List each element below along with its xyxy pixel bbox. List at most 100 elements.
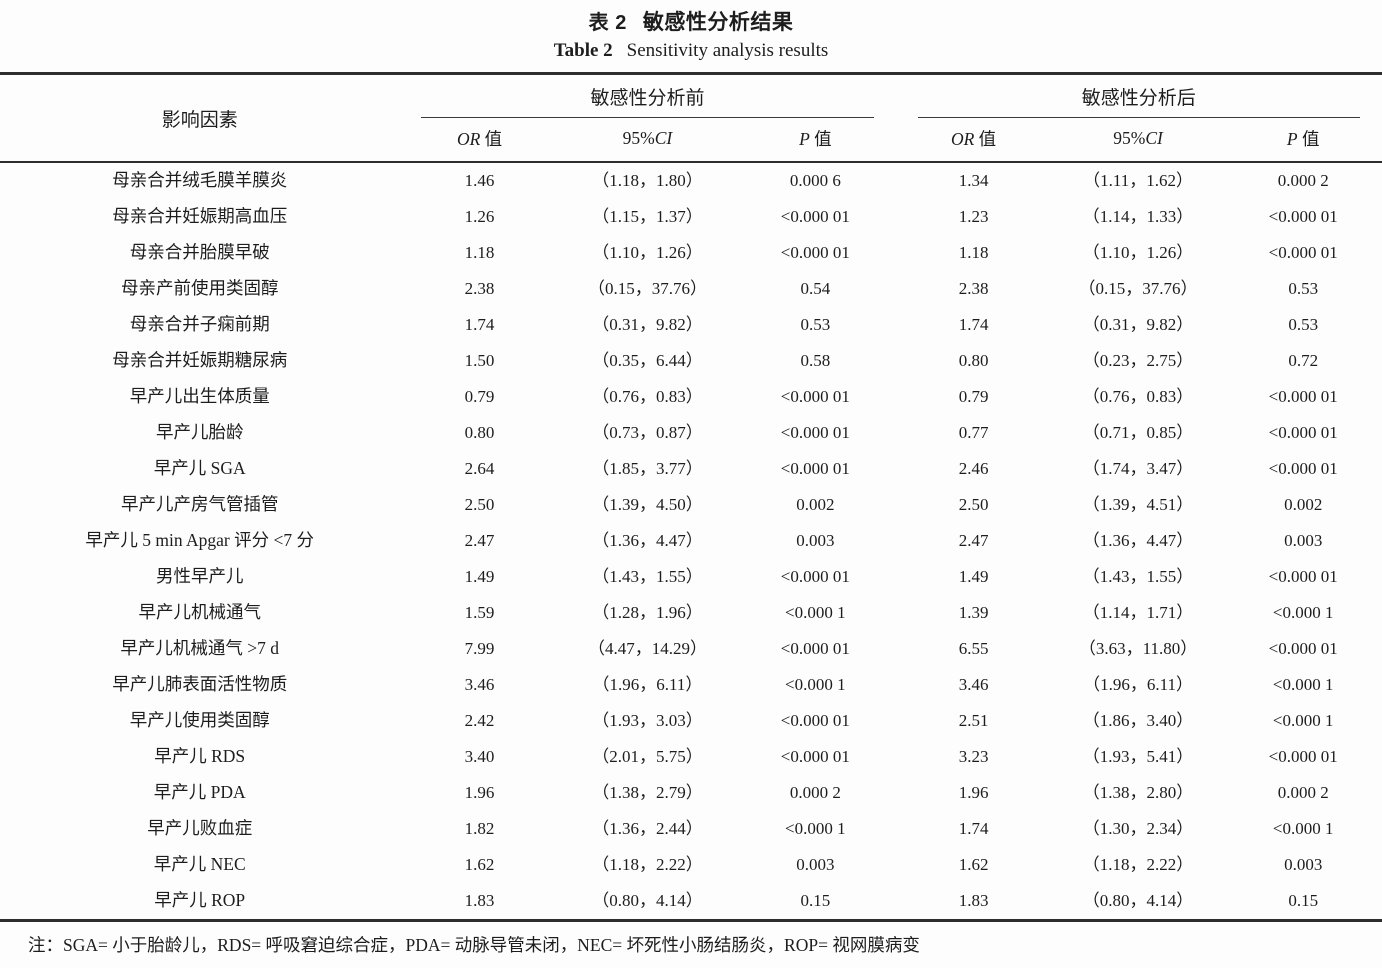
cell-factor: 早产儿 NEC <box>153 854 246 874</box>
cell-factor: 早产儿 SGA <box>153 458 246 478</box>
cell-or-after: 1.74 <box>958 315 989 334</box>
col-header-p-after: P 值 <box>1224 118 1382 163</box>
cell-p-after: 0.003 <box>1284 855 1323 874</box>
ci-symbol: CI <box>1145 128 1163 148</box>
cell-or-after: 1.34 <box>958 171 989 190</box>
cell-ci-after: （1.86，3.40） <box>1082 711 1194 730</box>
table-row: 早产儿 PDA 1.96 （1.38，2.79） 0.000 2 1.96 （1… <box>0 775 1382 811</box>
table-row: 母亲合并子痫前期 1.74 （0.31，9.82） 0.53 1.74 （0.3… <box>0 307 1382 343</box>
cell-or-before: 1.82 <box>464 819 495 838</box>
table-row: 男性早产儿 1.49 （1.43，1.55） <0.000 01 1.49 （1… <box>0 559 1382 595</box>
cell-ci-before: （1.93，3.03） <box>592 711 703 730</box>
table-title-zh-text: 敏感性分析结果 <box>642 10 794 34</box>
cell-p-after: <0.000 01 <box>1268 459 1338 478</box>
cell-ci-before: （0.15，37.76） <box>587 279 707 298</box>
cell-p-before: 0.58 <box>800 351 831 370</box>
cell-ci-after: （1.30，2.34） <box>1082 819 1194 838</box>
cell-factor: 母亲合并胎膜早破 <box>129 242 270 262</box>
table-title-en: Table 2 Sensitivity analysis results <box>0 37 1382 64</box>
cell-ci-after: （1.96，6.11） <box>1083 675 1193 694</box>
cell-p-before: <0.000 01 <box>780 747 850 766</box>
cell-factor: 早产儿 PDA <box>153 782 246 802</box>
table-row: 早产儿 NEC 1.62 （1.18，2.22） 0.003 1.62 （1.1… <box>0 847 1382 883</box>
cell-ci-before: （1.39，4.50） <box>592 495 703 514</box>
cell-p-before: <0.000 01 <box>780 243 850 262</box>
cell-p-after: <0.000 1 <box>1272 819 1334 838</box>
sensitivity-analysis-table: 影响因素 敏感性分析前 敏感性分析后 OR 值 95%CI P 值 OR 值 9… <box>0 72 1382 922</box>
cell-p-before: 0.003 <box>796 531 835 550</box>
cell-or-after: 1.74 <box>958 819 989 838</box>
cell-factor: 早产儿出生体质量 <box>129 386 270 406</box>
cell-factor: 早产儿 5 min Apgar 评分 <7 分 <box>85 530 315 550</box>
cell-ci-before: （0.76，0.83） <box>592 387 703 406</box>
table-row: 母亲合并胎膜早破 1.18 （1.10，1.26） <0.000 01 1.18… <box>0 235 1382 271</box>
table-row: 早产儿 SGA 2.64 （1.85，3.77） <0.000 01 2.46 … <box>0 451 1382 487</box>
cell-or-before: 2.50 <box>464 495 495 514</box>
cell-p-before: <0.000 01 <box>780 567 850 586</box>
cell-p-after: 0.53 <box>1288 315 1319 334</box>
p-symbol: P <box>1286 129 1298 149</box>
cell-or-before: 0.79 <box>464 387 495 406</box>
table-row: 早产儿败血症 1.82 （1.36，2.44） <0.000 1 1.74 （1… <box>0 811 1382 847</box>
col-header-ci-before: 95%CI <box>559 118 736 163</box>
cell-factor: 早产儿 RDS <box>154 746 246 766</box>
cell-ci-after: （1.14，1.71） <box>1082 603 1194 622</box>
table-row: 早产儿 ROP 1.83 （0.80，4.14） 0.15 1.83 （0.80… <box>0 883 1382 921</box>
cell-or-before: 1.18 <box>464 243 495 262</box>
cell-ci-after: （0.80，4.14） <box>1082 891 1194 910</box>
header-sub-row: OR 值 95%CI P 值 OR 值 95%CI P 值 <box>0 118 1382 163</box>
or-symbol: OR <box>950 129 975 149</box>
cell-ci-after: （0.76，0.83） <box>1082 387 1194 406</box>
cell-ci-after: （1.11，1.62） <box>1083 171 1193 190</box>
cell-or-after: 2.50 <box>958 495 989 514</box>
header-group-row: 影响因素 敏感性分析前 敏感性分析后 <box>0 73 1382 163</box>
cell-p-before: 0.53 <box>800 315 831 334</box>
cell-or-after: 1.83 <box>958 891 989 910</box>
cell-factor: 早产儿机械通气 >7 d <box>120 638 280 658</box>
col-group-after-label: 敏感性分析后 <box>917 75 1360 118</box>
table-row: 早产儿胎龄 0.80 （0.73，0.87） <0.000 01 0.77 （0… <box>0 415 1382 451</box>
cell-factor: 母亲合并妊娠期高血压 <box>112 206 288 226</box>
cell-p-after: 0.003 <box>1284 531 1323 550</box>
cell-or-before: 1.83 <box>464 891 495 910</box>
ci-symbol: CI <box>654 128 673 148</box>
table-title-zh: 表 2 敏感性分析结果 <box>0 8 1382 37</box>
cell-or-before: 3.40 <box>464 747 495 766</box>
cell-or-before: 2.42 <box>464 711 495 730</box>
table-number-zh: 表 2 <box>588 12 627 34</box>
cell-p-before: <0.000 1 <box>785 603 846 622</box>
cell-or-before: 2.38 <box>464 279 495 298</box>
cell-p-after: <0.000 01 <box>1268 243 1338 262</box>
cell-p-after: <0.000 1 <box>1272 675 1334 694</box>
cell-or-before: 3.46 <box>464 675 495 694</box>
cell-ci-before: （1.36，4.47） <box>592 531 703 550</box>
cell-ci-after: （1.39，4.51） <box>1082 495 1194 514</box>
cell-ci-before: （4.47，14.29） <box>587 639 707 658</box>
cell-p-after: <0.000 01 <box>1268 423 1338 442</box>
cell-or-after: 3.23 <box>958 747 989 766</box>
col-header-p-before: P 值 <box>735 118 896 163</box>
cell-p-after: <0.000 01 <box>1268 639 1338 658</box>
cell-ci-before: （1.10，1.26） <box>592 243 703 262</box>
cell-p-before: 0.15 <box>800 891 831 910</box>
table-row: 早产儿使用类固醇 2.42 （1.93，3.03） <0.000 01 2.51… <box>0 703 1382 739</box>
cell-or-after: 1.96 <box>958 783 989 802</box>
cell-or-after: 1.23 <box>958 207 989 226</box>
cell-or-after: 2.47 <box>958 531 989 550</box>
table-row: 早产儿出生体质量 0.79 （0.76，0.83） <0.000 01 0.79… <box>0 379 1382 415</box>
cell-p-after: <0.000 01 <box>1268 747 1338 766</box>
cell-p-before: <0.000 01 <box>780 387 850 406</box>
table-row: 早产儿 5 min Apgar 评分 <7 分 2.47 （1.36，4.47）… <box>0 523 1382 559</box>
cell-factor: 早产儿败血症 <box>147 818 253 838</box>
cell-ci-after: （0.31，9.82） <box>1082 315 1194 334</box>
cell-ci-after: （1.14，1.33） <box>1082 207 1194 226</box>
cell-factor: 母亲产前使用类固醇 <box>120 278 279 298</box>
or-suffix: 值 <box>480 129 503 149</box>
cell-p-before: <0.000 1 <box>785 675 846 694</box>
cell-factor: 早产儿机械通气 <box>138 602 261 622</box>
cell-ci-before: （0.35，6.44） <box>592 351 703 370</box>
ci-prefix: 95% <box>1113 128 1146 148</box>
cell-or-before: 0.80 <box>464 423 495 442</box>
table-row: 母亲合并妊娠期高血压 1.26 （1.15，1.37） <0.000 01 1.… <box>0 199 1382 235</box>
